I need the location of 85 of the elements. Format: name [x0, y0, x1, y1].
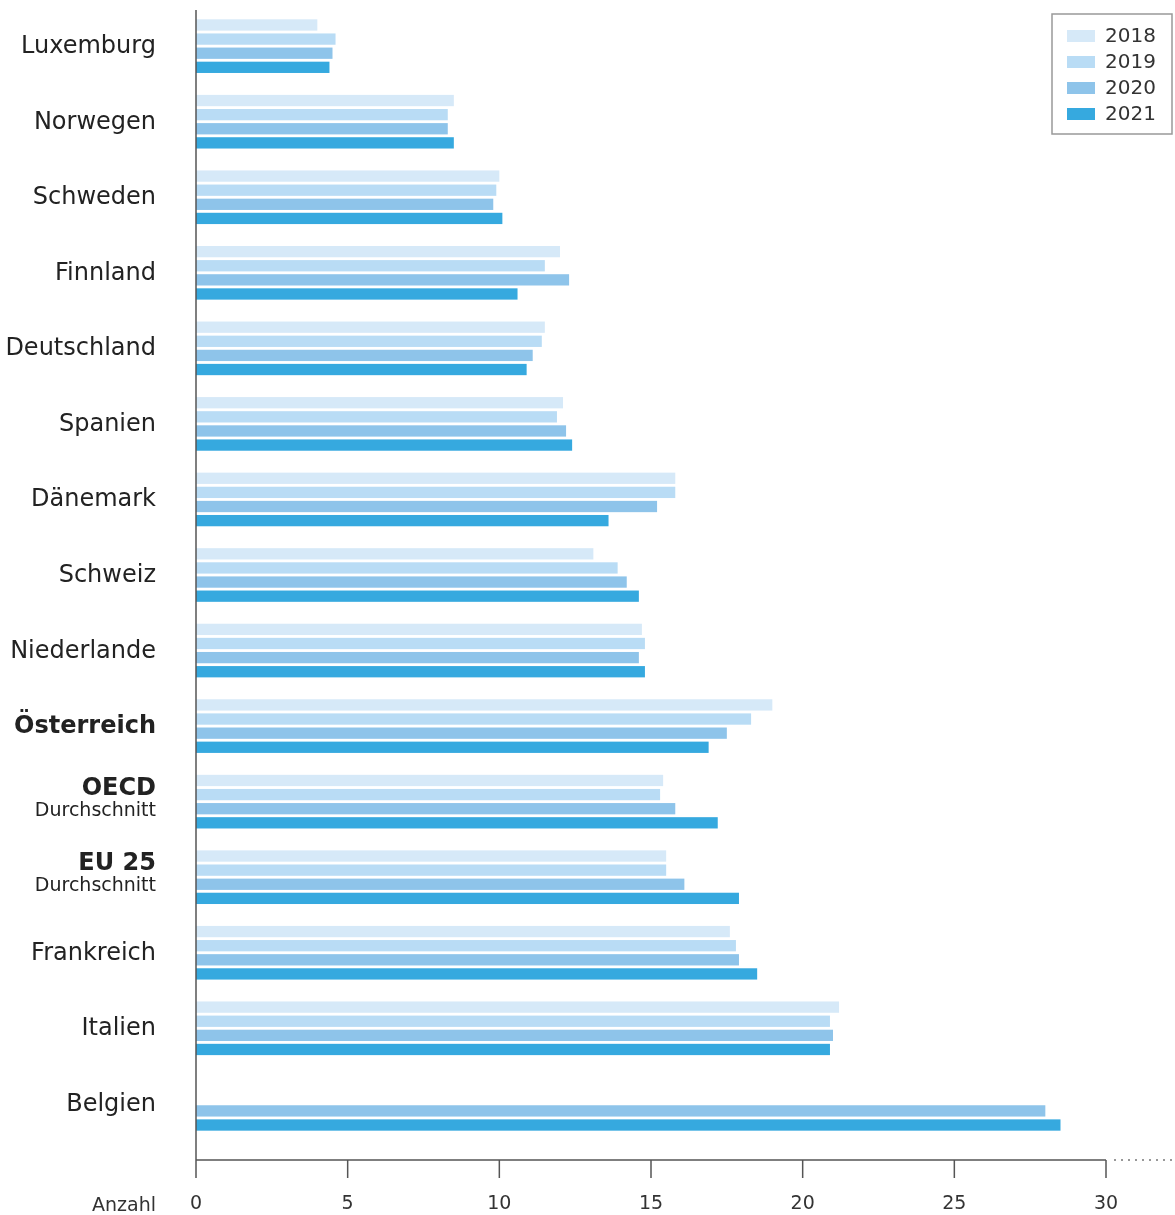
- bar: [196, 892, 739, 905]
- y-tick-label: Norwegen: [33, 106, 156, 135]
- bar: [196, 925, 730, 938]
- bar: [196, 123, 448, 135]
- bar: [196, 850, 667, 862]
- bar: [196, 803, 676, 815]
- y-tick-label: OECD Durchschnitt: [34, 772, 156, 820]
- bar: [196, 321, 545, 333]
- bar: [196, 878, 685, 890]
- bar: [196, 33, 336, 45]
- bar: [196, 666, 645, 678]
- bar: [196, 727, 727, 739]
- x-tick-label: 5: [341, 1190, 354, 1213]
- bar: [196, 590, 639, 602]
- bar: [196, 335, 542, 347]
- legend-label: 2020: [1105, 74, 1156, 99]
- bar: [196, 439, 573, 451]
- bar: [196, 198, 494, 210]
- bar: [196, 472, 676, 484]
- bar: [196, 349, 533, 362]
- x-axis-title: Anzahl: [92, 1192, 156, 1215]
- bar: [196, 651, 639, 664]
- bar: [196, 623, 642, 636]
- y-tick-label: Belgien: [66, 1088, 156, 1117]
- y-tick-label: Italien: [81, 1013, 156, 1042]
- x-tick-label: 20: [790, 1190, 815, 1213]
- bar: [196, 260, 545, 272]
- bar: [196, 699, 773, 711]
- bar: [196, 774, 664, 787]
- bar: [196, 954, 739, 966]
- bar: [196, 94, 454, 107]
- bar: [196, 137, 454, 149]
- bar: [196, 184, 497, 196]
- bar: [196, 47, 333, 59]
- bar: [196, 61, 330, 73]
- x-tick-label: 15: [638, 1190, 664, 1213]
- bar: [196, 1001, 840, 1013]
- bar: [196, 864, 667, 876]
- bar: [196, 788, 661, 801]
- bar: [196, 397, 564, 409]
- bar: [196, 486, 676, 499]
- x-tick-label: 10: [487, 1190, 512, 1213]
- y-tick-label: Österreich: [14, 709, 156, 740]
- y-tick-label: Deutschland: [5, 333, 156, 362]
- y-tick-label: Niederlande: [10, 635, 156, 664]
- x-tick-label: 0: [189, 1190, 203, 1213]
- y-tick-label: Schweiz: [58, 560, 156, 588]
- y-tick-label: Schweden: [32, 182, 156, 211]
- bar: [196, 1029, 833, 1041]
- bar: [196, 425, 567, 437]
- legend-label: 2018: [1105, 22, 1156, 47]
- y-tick-label: Frankreich: [31, 937, 156, 966]
- bar: [196, 19, 318, 31]
- bar: [196, 1015, 830, 1027]
- bar: [196, 1119, 1061, 1131]
- bar: [196, 274, 570, 286]
- x-tick-label: 25: [942, 1190, 967, 1213]
- bar: [196, 548, 594, 560]
- y-tick-label: Finnland: [55, 257, 156, 286]
- bar: [196, 817, 718, 829]
- bar: [196, 212, 503, 225]
- bar: [196, 741, 709, 753]
- y-tick-label: Spanien: [58, 408, 156, 437]
- bar: [196, 411, 557, 423]
- bar: [196, 940, 736, 952]
- bar: [196, 637, 645, 650]
- bar: [196, 245, 560, 258]
- y-tick-label: Luxemburg: [21, 31, 156, 60]
- bar: [196, 170, 500, 182]
- bar: [196, 363, 527, 376]
- bar: [196, 562, 618, 574]
- legend-label: 2021: [1105, 100, 1156, 125]
- bar: [196, 109, 448, 121]
- bar: [196, 713, 752, 725]
- bar: [196, 576, 627, 588]
- bar: [196, 1043, 830, 1056]
- bar: [196, 288, 518, 300]
- x-tick-label: 30: [1093, 1190, 1119, 1213]
- bar: [196, 968, 758, 980]
- y-tick-label: EU 25 Durchschnitt: [34, 848, 156, 896]
- legend-label: 2019: [1105, 48, 1156, 73]
- bar: [196, 500, 658, 513]
- bar: [196, 514, 609, 527]
- y-tick-label: Dänemark: [30, 484, 157, 513]
- bar: [196, 1105, 1046, 1117]
